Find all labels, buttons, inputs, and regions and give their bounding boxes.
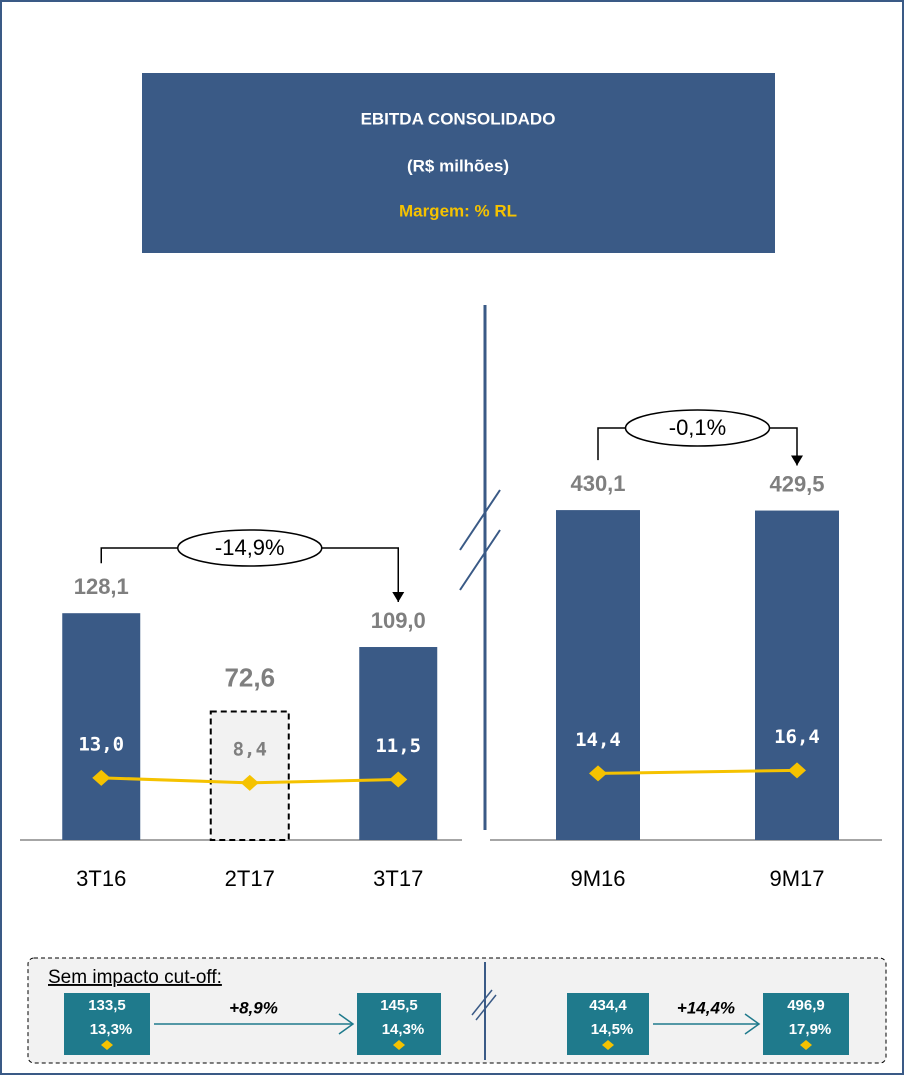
cutoff-value: 496,9 <box>787 997 825 1014</box>
cutoff-box <box>27 957 887 1064</box>
x-tick-label: 3T16 <box>76 866 126 891</box>
x-tick-label: 3T17 <box>373 866 423 891</box>
margin-label: 14,4 <box>575 729 621 751</box>
bar <box>62 613 141 840</box>
value-label: 72,6 <box>224 662 275 692</box>
value-label: 429,5 <box>769 471 824 496</box>
cutoff-margin: 13,3% <box>90 1021 133 1038</box>
x-tick-label: 9M16 <box>570 866 625 891</box>
cutoff-arrowhead <box>744 1013 761 1035</box>
header-title: EBITDA CONSOLIDADO <box>361 109 556 128</box>
change-bubble <box>177 529 323 567</box>
margin-marker <box>92 769 111 786</box>
x-tick-label: 2T17 <box>225 866 275 891</box>
margin-label: 11,5 <box>375 735 421 757</box>
cutoff-marker <box>602 1040 614 1050</box>
x-tick-label: 9M17 <box>769 866 824 891</box>
margin-label: 16,4 <box>774 726 820 748</box>
header-box <box>142 73 775 253</box>
break-mark <box>475 994 497 1021</box>
cutoff-value: 434,4 <box>589 997 627 1014</box>
cutoff-change: +8,9% <box>229 998 278 1017</box>
cutoff-title: Sem impacto cut-off: <box>48 967 222 988</box>
change-label: -0,1% <box>669 415 726 440</box>
cutoff-value: 145,5 <box>380 997 418 1014</box>
break-mark <box>471 989 493 1016</box>
break-mark <box>459 489 501 551</box>
cutoff-change: +14,4% <box>677 998 735 1017</box>
change-label: -14,9% <box>215 535 285 560</box>
margin-label: 8,4 <box>233 738 267 760</box>
change-arrowhead <box>791 455 803 466</box>
cutoff-margin: 17,9% <box>789 1021 832 1038</box>
cutoff-items: 133,5 13,3% 145,5 14,3% 434,4 14,5% 496,9 17,9%… <box>64 993 849 1055</box>
cutoff-marker <box>101 1040 113 1050</box>
bar <box>755 510 839 840</box>
value-label: 109,0 <box>371 608 426 633</box>
margin-marker <box>389 771 408 788</box>
change-arrowhead <box>392 592 405 603</box>
value-label: 128,1 <box>74 574 129 599</box>
cutoff-marker <box>393 1040 405 1050</box>
margin-line <box>597 768 798 775</box>
charts: 128,1 3T16 72,6 2T17 109,0 3T17 13,0 8,4 11,5 -14… <box>62 409 839 891</box>
header-note: Margem: % RL <box>399 201 517 220</box>
margin-marker <box>589 765 607 782</box>
bar <box>556 510 640 840</box>
cutoff-value: 133,5 <box>88 997 126 1014</box>
margin-label: 13,0 <box>78 733 124 755</box>
header-subtitle: (R$ milhões) <box>407 156 509 175</box>
cutoff-margin: 14,3% <box>382 1021 425 1038</box>
bar <box>359 647 438 840</box>
break-mark <box>459 529 501 591</box>
cutoff-margin: 14,5% <box>591 1021 634 1038</box>
cutoff-arrowhead <box>338 1013 355 1035</box>
value-label: 430,1 <box>570 471 625 496</box>
change-bubble <box>624 409 771 447</box>
margin-marker <box>788 762 806 779</box>
cutoff-marker <box>800 1040 812 1050</box>
margin-marker <box>240 774 259 791</box>
